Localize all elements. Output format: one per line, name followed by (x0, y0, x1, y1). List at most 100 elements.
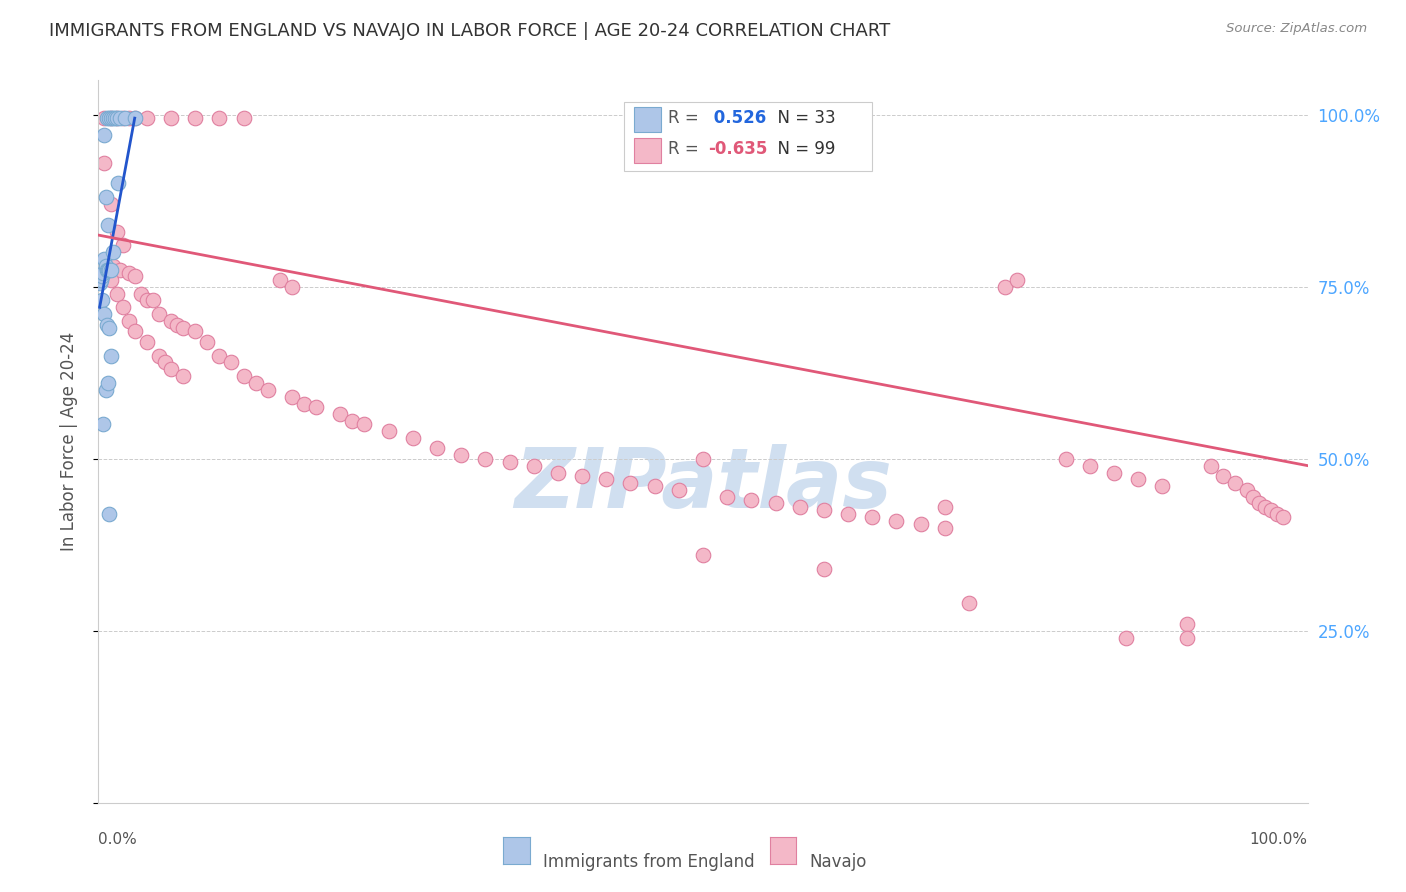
Text: R =: R = (668, 140, 704, 158)
Point (100, 273, 122, 287)
Point (90, 273, 112, 287)
Point (153, 355, 176, 369)
Point (94, 259, 117, 273)
Point (716, 490, 738, 504)
Point (232, 111, 254, 125)
Text: Navajo: Navajo (810, 854, 866, 871)
Point (101, 245, 124, 260)
Point (619, 475, 641, 490)
Point (108, 262, 131, 277)
Point (1212, 469, 1234, 483)
Point (353, 417, 375, 432)
Point (91, 293, 114, 308)
Point (668, 483, 690, 497)
Text: N = 33: N = 33 (768, 109, 835, 127)
Point (402, 431, 425, 445)
Point (523, 458, 546, 473)
Point (1199, 458, 1222, 473)
Point (765, 496, 787, 510)
Point (172, 369, 194, 384)
Point (160, 362, 183, 376)
Point (208, 349, 231, 363)
Point (450, 448, 472, 462)
Point (114, 111, 136, 125)
Point (124, 269, 146, 284)
Text: IMMIGRANTS FROM ENGLAND VS NAVAJO IN LABOR FORCE | AGE 20-24 CORRELATION CHART: IMMIGRANTS FROM ENGLAND VS NAVAJO IN LAB… (49, 22, 890, 40)
FancyBboxPatch shape (634, 107, 661, 132)
Point (426, 442, 449, 456)
Point (142, 293, 165, 308)
Point (184, 325, 207, 339)
Point (813, 503, 835, 517)
Point (96, 318, 118, 332)
Point (91, 269, 114, 284)
Point (100, 111, 122, 125)
Point (96, 262, 118, 277)
Point (813, 562, 835, 576)
Text: ZIPatlas: ZIPatlas (515, 444, 891, 525)
Point (1152, 479, 1174, 493)
Point (837, 507, 859, 521)
Point (94, 190, 117, 204)
Point (98, 507, 121, 521)
Point (105, 286, 128, 301)
Point (105, 111, 128, 125)
Point (101, 259, 124, 273)
Text: Immigrants from England: Immigrants from England (543, 854, 755, 871)
Point (281, 279, 304, 293)
Point (93, 128, 115, 143)
Point (118, 314, 141, 328)
Point (105, 225, 128, 239)
Point (104, 111, 127, 125)
Point (886, 514, 908, 528)
Point (129, 286, 152, 301)
Text: -0.635: -0.635 (707, 140, 768, 158)
Point (1223, 475, 1246, 490)
Point (329, 407, 352, 421)
Point (498, 455, 520, 469)
Point (1115, 631, 1137, 645)
FancyBboxPatch shape (634, 138, 661, 163)
Point (740, 493, 762, 508)
Point (305, 400, 328, 414)
Point (1175, 616, 1198, 631)
Text: R =: R = (668, 109, 704, 127)
Point (692, 451, 714, 466)
Point (644, 479, 666, 493)
Point (269, 273, 291, 287)
Point (160, 111, 183, 125)
Point (1175, 631, 1198, 645)
Point (994, 279, 1017, 293)
Point (98, 111, 121, 125)
Point (135, 334, 157, 349)
Point (1267, 507, 1289, 521)
FancyBboxPatch shape (624, 102, 872, 170)
Point (256, 383, 278, 397)
Point (111, 238, 134, 252)
Point (232, 369, 254, 384)
Point (281, 390, 304, 404)
Point (1272, 510, 1295, 524)
Point (1054, 451, 1077, 466)
Point (934, 520, 956, 534)
Point (547, 466, 569, 480)
Text: 100.0%: 100.0% (1250, 831, 1308, 847)
Point (135, 111, 157, 125)
Point (292, 397, 315, 411)
Point (124, 111, 146, 125)
Point (208, 111, 231, 125)
Point (1128, 472, 1150, 486)
Y-axis label: In Labor Force | Age 20-24: In Labor Force | Age 20-24 (59, 332, 77, 551)
Point (245, 376, 267, 390)
Point (100, 111, 122, 125)
Point (107, 177, 129, 191)
Point (91, 266, 114, 280)
Text: 0.0%: 0.0% (98, 831, 138, 847)
Point (89, 277, 111, 291)
Point (692, 548, 714, 562)
Point (101, 111, 124, 125)
Point (111, 111, 134, 125)
Point (98, 321, 121, 335)
Point (184, 111, 207, 125)
Point (93, 111, 115, 125)
